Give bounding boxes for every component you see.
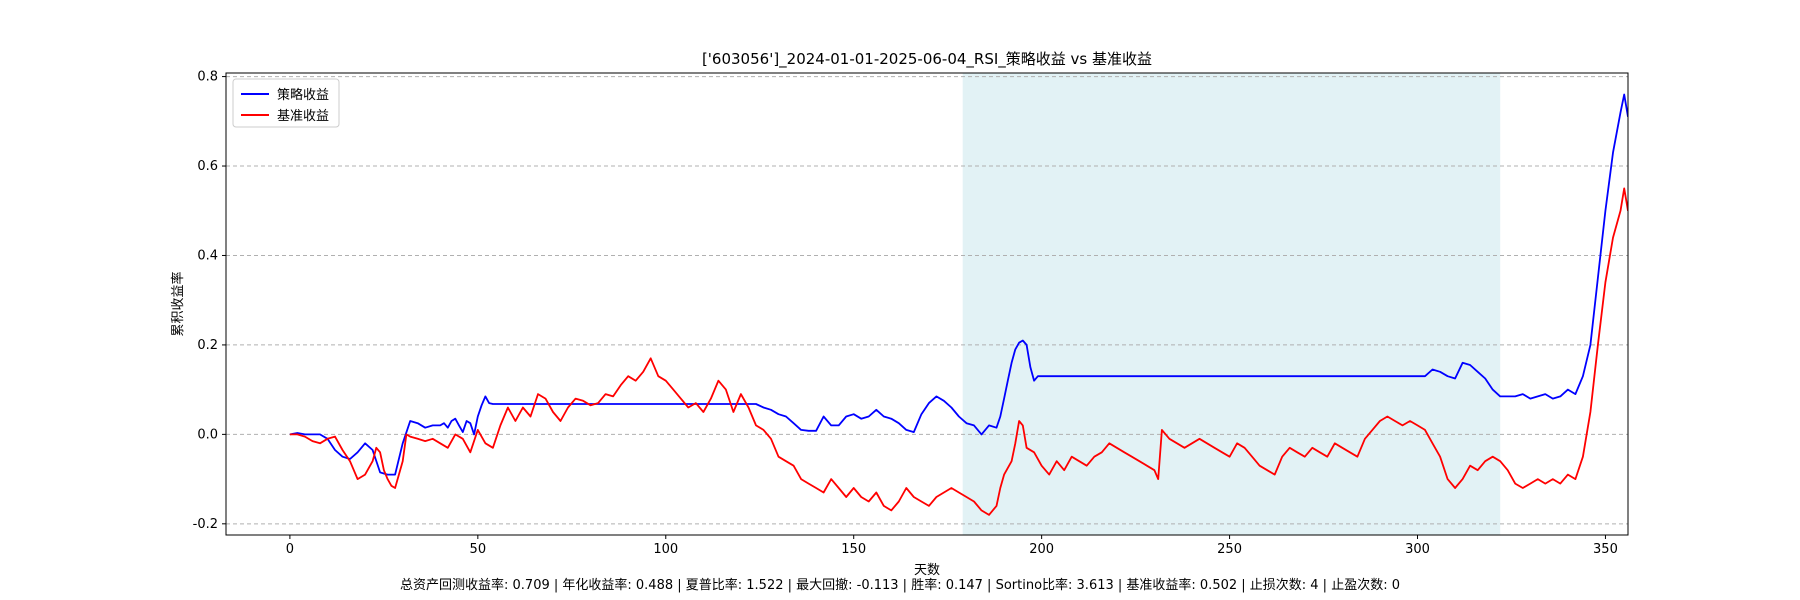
- backtest-stats-footer: 总资产回测收益率: 0.709 | 年化收益率: 0.488 | 夏普比率: 1…: [400, 578, 1400, 593]
- x-axis-label: 天数: [914, 563, 940, 578]
- x-tick-label: 200: [1029, 542, 1054, 557]
- x-tick-label: 350: [1593, 542, 1618, 557]
- y-tick-label: 0.8: [197, 70, 218, 85]
- y-tick-label: 0.6: [197, 159, 218, 174]
- y-tick-label: 0.2: [197, 338, 218, 353]
- x-tick-label: 100: [653, 542, 678, 557]
- y-tick-label: 0.0: [197, 427, 218, 442]
- y-tick-label: -0.2: [193, 517, 218, 532]
- chart-title: ['603056']_2024-01-01-2025-06-04_RSI_策略收…: [702, 50, 1152, 69]
- x-tick-label: 300: [1405, 542, 1430, 557]
- y-axis-label: 累积收益率: [170, 271, 186, 336]
- benchmark-return-line: [289, 187, 1628, 516]
- x-tick-label: 250: [1217, 542, 1242, 557]
- grid-lines: [226, 76, 1628, 525]
- legend-entry-label: 基准收益: [277, 109, 329, 124]
- y-axis: -0.2 0.0 0.2 0.4 0.6 0.8: [193, 70, 226, 532]
- x-tick-label: 150: [841, 542, 866, 557]
- plot-frame: [225, 72, 1629, 536]
- holding-period-shade: [962, 73, 1501, 535]
- shaded-region-layer: [962, 73, 1501, 535]
- y-tick-label: 0.4: [197, 248, 218, 263]
- series-lines: [289, 93, 1628, 516]
- x-tick-label: 50: [470, 542, 487, 557]
- x-tick-label: 0: [286, 542, 294, 557]
- strategy-return-line: [289, 93, 1628, 476]
- x-axis: 0 50 100 150 200 250 300 350: [286, 535, 1618, 557]
- legend-entry-label: 策略收益: [277, 87, 329, 103]
